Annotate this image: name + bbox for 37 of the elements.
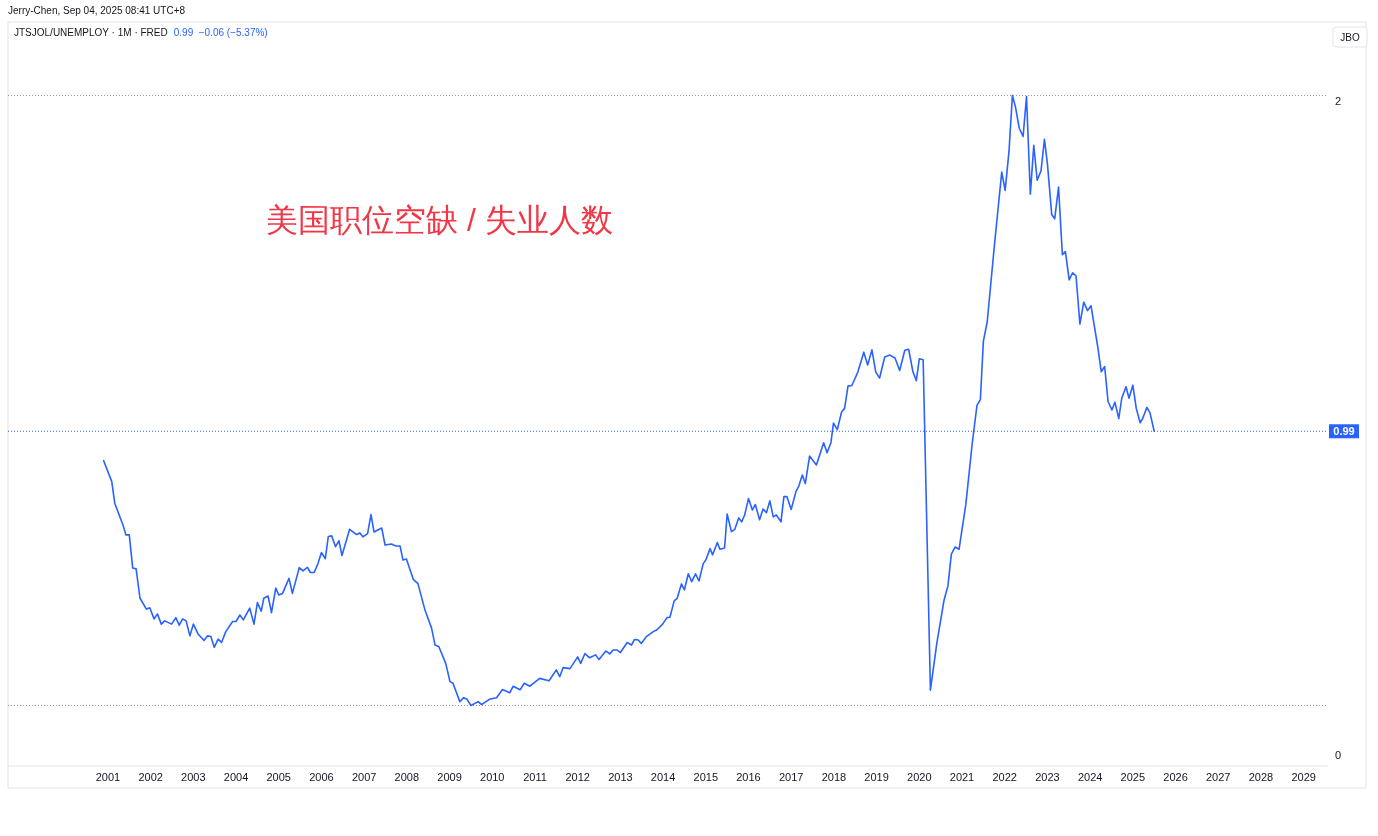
x-tick-label: 2004	[223, 771, 249, 783]
x-tick-label: 2007	[351, 771, 377, 783]
x-tick-label: 2014	[650, 771, 676, 783]
x-tick-label: 2024	[1077, 771, 1103, 783]
x-tick-label: 2005	[266, 771, 291, 783]
x-tick-label: 2023	[1035, 771, 1060, 783]
x-tick-label: 2009	[437, 771, 462, 783]
x-tick-label: 2002	[138, 771, 163, 783]
annotation: 美国职位空缺 / 失业人数	[266, 202, 613, 238]
x-tick-label: 2008	[394, 771, 420, 783]
x-tick-label: 2020	[907, 771, 932, 783]
x-tick-label: 2015	[693, 771, 719, 783]
x-tick-label: 2018	[821, 771, 847, 783]
x-tick-label: 2022	[992, 771, 1017, 783]
x-tick-label: 2026	[1163, 771, 1188, 783]
x-tick-label: 2003	[181, 771, 206, 783]
x-tick-label: 2012	[565, 771, 590, 783]
y-tick-label: 2	[1334, 95, 1342, 108]
x-tick-label: 2013	[608, 771, 633, 783]
text: JTSJOL/UNEMPLOY · 1M · FRED	[14, 27, 168, 38]
text: Jerry-Chen, Sep 04, 2025 08:41 UTC+8	[8, 5, 186, 16]
ref-line-label: 0.99	[1333, 425, 1355, 438]
x-tick-label: 2001	[95, 771, 121, 783]
x-tick-label: 2025	[1120, 771, 1146, 783]
x-tick-label: 2006	[309, 771, 334, 783]
x-tick-label: 2016	[736, 771, 761, 783]
x-tick-label: 2021	[949, 771, 975, 783]
text: JBO	[1340, 32, 1360, 43]
x-tick-label: 2011	[523, 771, 547, 783]
y-tick-label: 0	[1334, 748, 1342, 761]
annotation: 0.99 −0.06 (−5.37%)	[173, 27, 268, 38]
x-tick-label: 2028	[1248, 771, 1274, 783]
x-tick-label: 2029	[1291, 771, 1316, 783]
x-tick-label: 2027	[1206, 771, 1231, 783]
x-tick-label: 2010	[480, 771, 505, 783]
x-tick-label: 2019	[864, 771, 889, 783]
x-tick-label: 2017	[778, 771, 804, 783]
